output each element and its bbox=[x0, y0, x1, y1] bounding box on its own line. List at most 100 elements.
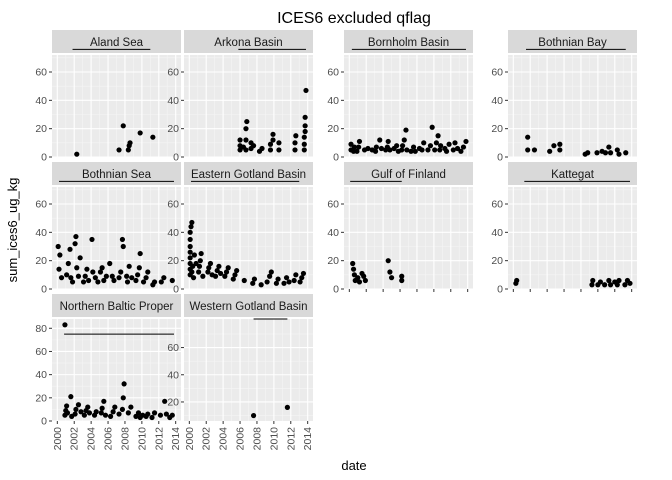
data-point bbox=[356, 279, 363, 285]
data-point bbox=[429, 124, 435, 130]
data-point bbox=[120, 395, 126, 401]
y-tick-label: 40 bbox=[35, 369, 47, 381]
data-point bbox=[232, 272, 238, 278]
strip-western-gotland-basin bbox=[184, 294, 313, 317]
data-point bbox=[283, 275, 290, 281]
y-tick-label: 40 bbox=[167, 369, 179, 381]
data-point bbox=[207, 260, 214, 267]
data-point bbox=[301, 147, 307, 153]
data-point bbox=[133, 277, 139, 284]
data-point bbox=[250, 143, 257, 149]
data-point bbox=[84, 266, 90, 272]
data-point bbox=[74, 265, 80, 271]
data-point bbox=[377, 137, 383, 143]
strip-label: Bothnian Bay bbox=[538, 37, 607, 49]
y-tick-label: 20 bbox=[35, 123, 47, 135]
data-point bbox=[101, 398, 107, 404]
data-point bbox=[169, 277, 175, 284]
data-point bbox=[64, 272, 70, 278]
data-point bbox=[251, 276, 258, 282]
data-point bbox=[163, 411, 169, 417]
data-point bbox=[292, 140, 298, 146]
data-point bbox=[188, 224, 194, 230]
data-point bbox=[557, 147, 563, 153]
data-point bbox=[200, 273, 206, 279]
data-point bbox=[196, 269, 202, 275]
x-tick-label: 2010 bbox=[268, 427, 280, 451]
y-tick-label: 60 bbox=[167, 342, 179, 354]
data-point bbox=[111, 277, 117, 284]
data-point bbox=[98, 410, 104, 416]
data-point bbox=[77, 255, 83, 261]
data-point bbox=[99, 265, 105, 271]
data-point bbox=[81, 412, 87, 418]
data-point bbox=[135, 410, 142, 416]
data-point bbox=[463, 138, 469, 145]
data-point bbox=[121, 381, 127, 387]
data-point bbox=[399, 277, 405, 284]
data-point bbox=[137, 250, 143, 257]
data-point bbox=[354, 148, 360, 154]
data-point bbox=[62, 322, 68, 328]
data-point bbox=[128, 404, 134, 410]
data-point bbox=[362, 277, 368, 284]
data-point bbox=[302, 114, 308, 120]
y-axis-title: sum_ices6_ug_kg bbox=[5, 178, 20, 283]
data-point bbox=[387, 147, 393, 153]
data-point bbox=[68, 394, 74, 400]
data-point bbox=[301, 141, 307, 147]
data-point bbox=[126, 263, 132, 269]
data-point bbox=[437, 147, 443, 153]
data-point bbox=[55, 243, 61, 250]
data-point bbox=[120, 123, 126, 129]
y-tick-label: 80 bbox=[35, 323, 47, 335]
data-point bbox=[606, 277, 612, 284]
data-point bbox=[116, 411, 122, 417]
panel-bornholm-basin: Bornholm Basin 0 20 40 60 bbox=[327, 30, 473, 164]
y-tick-label: 60 bbox=[327, 67, 339, 79]
data-point bbox=[75, 402, 82, 408]
data-point bbox=[112, 404, 118, 410]
data-point bbox=[244, 118, 250, 125]
x-tick-label: 2014 bbox=[302, 427, 314, 451]
data-point bbox=[597, 279, 603, 285]
strip-label: Bornholm Basin bbox=[368, 37, 449, 49]
data-point bbox=[69, 279, 76, 285]
data-point bbox=[116, 275, 122, 281]
data-point bbox=[602, 150, 609, 156]
data-point bbox=[401, 137, 407, 143]
strip-label: Northern Baltic Proper bbox=[60, 301, 174, 313]
data-point bbox=[149, 414, 155, 421]
y-tick-label: 40 bbox=[35, 227, 47, 239]
data-point bbox=[594, 150, 600, 156]
data-point bbox=[350, 266, 357, 272]
data-point bbox=[72, 411, 78, 417]
data-point bbox=[590, 277, 596, 284]
y-tick-label: 40 bbox=[167, 227, 179, 239]
data-point bbox=[275, 276, 281, 282]
data-point bbox=[446, 141, 452, 147]
data-point bbox=[73, 233, 79, 240]
data-point bbox=[616, 151, 622, 157]
data-point bbox=[514, 277, 520, 284]
data-point bbox=[627, 280, 633, 286]
y-tick-label: 60 bbox=[35, 346, 47, 358]
x-tick-label: 2000 bbox=[184, 427, 196, 451]
data-point bbox=[365, 145, 371, 152]
data-point bbox=[151, 279, 158, 285]
data-point bbox=[299, 275, 305, 281]
panel-bothnian-bay: Bothnian Bay 0 20 40 60 bbox=[491, 30, 637, 164]
data-point bbox=[300, 270, 307, 277]
x-tick-label: 2008 bbox=[119, 427, 131, 451]
strip-label: Gulf of Finland bbox=[371, 169, 446, 181]
x-tick-label: 2000 bbox=[52, 427, 64, 451]
strip-gulf-of-finland bbox=[344, 162, 473, 185]
panel-arkona-basin: Arkona Basin 0 20 40 60 bbox=[167, 30, 313, 164]
x-tick-label: 2006 bbox=[103, 427, 115, 451]
data-point bbox=[525, 147, 531, 153]
data-point bbox=[399, 147, 405, 153]
data-point bbox=[73, 406, 79, 413]
data-point bbox=[116, 147, 122, 153]
y-tick-label: 40 bbox=[35, 95, 47, 107]
strip-northern-baltic-proper bbox=[52, 294, 181, 317]
